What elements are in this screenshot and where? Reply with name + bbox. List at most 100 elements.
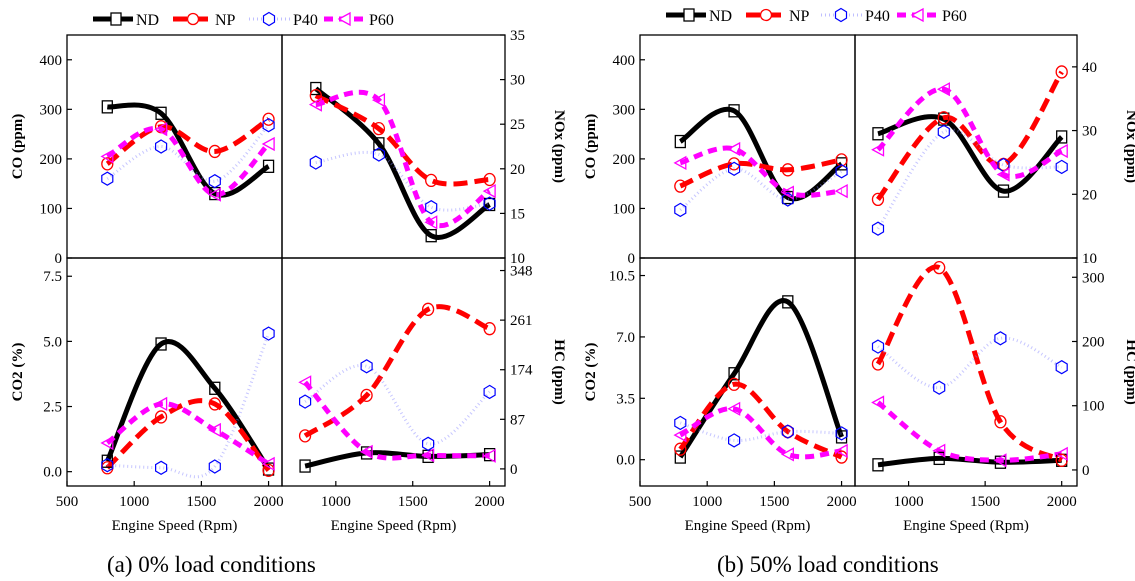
data-point-nd	[101, 100, 113, 114]
y-tick-label: 40	[1082, 60, 1097, 76]
data-point-p40	[208, 459, 221, 474]
data-point-p60	[424, 215, 438, 230]
data-point-p60	[673, 155, 687, 170]
caption-a: (a) 0% load conditions	[107, 552, 316, 577]
series-line-p60	[876, 86, 1063, 180]
x-tick-label: 1500	[970, 494, 1000, 510]
series-line-p60	[679, 406, 842, 460]
panel-co-ppm-a: 0 100 200 300 400 CO (ppm)	[10, 34, 283, 267]
data-point-np	[421, 302, 435, 316]
y-tick-label: 400	[613, 53, 636, 69]
y-tick-label: 25	[510, 117, 525, 133]
legend-marker-nd	[110, 12, 122, 26]
panel-hc-ppm-b: 0 100 200 300 1000 1500 2000 HC (ppm) Engine Spe…	[854, 257, 1135, 534]
data-point-p40	[483, 196, 496, 211]
data-point-np	[372, 122, 386, 136]
data-point-p40	[933, 380, 946, 395]
panel-nox-ppm-b: 10 20 30 40 NOx (ppm)	[854, 34, 1135, 267]
y-axis-label: CO (ppm)	[10, 114, 26, 179]
panel-hc-ppm-a: 0 87 174 261 348 1000 1500 2000 HC (ppm) Engine S…	[281, 257, 567, 534]
x-tick-label: 1500	[186, 494, 216, 510]
data-point-p60	[780, 185, 794, 200]
legend-item-np: NP	[173, 12, 236, 29]
data-point-p40	[871, 221, 885, 236]
y-tick-label: 0	[510, 462, 518, 478]
data-point-np	[483, 172, 496, 187]
legend-right: ND NP P40 P60	[666, 7, 967, 25]
data-point-np	[298, 429, 312, 443]
data-point-p60	[1054, 143, 1068, 159]
y-tick-label: 200	[1082, 334, 1105, 350]
y-tick-label: 400	[40, 53, 63, 69]
panel-frame	[281, 257, 506, 487]
y-tick-label: 20	[1082, 187, 1097, 203]
data-point-p40	[781, 424, 794, 439]
series-line-p40	[876, 128, 1062, 230]
data-point-nd	[728, 104, 740, 118]
data-point-np	[208, 397, 221, 411]
y-axis-label: HC (ppm)	[1123, 339, 1135, 404]
series-line-nd	[314, 86, 492, 240]
data-point-p40	[262, 326, 275, 341]
data-point-nd	[933, 451, 945, 466]
y-tick-label: 20	[510, 162, 525, 178]
y-axis-label: NOx (ppm)	[1123, 110, 1135, 183]
data-point-np	[360, 388, 373, 403]
y-tick-label: 0	[1082, 463, 1090, 479]
data-point-p60	[207, 422, 221, 438]
data-point-np	[835, 153, 848, 167]
y-tick-label: 300	[40, 102, 63, 118]
data-point-p40	[937, 124, 950, 139]
series-line-p60	[679, 145, 842, 198]
data-point-np	[674, 179, 687, 193]
data-point-nd	[155, 337, 167, 351]
data-point-p40	[674, 415, 687, 431]
data-point-nd	[310, 81, 322, 96]
data-point-p60	[936, 82, 950, 97]
data-point-nd	[209, 381, 221, 395]
x-tick-label: 2000	[1047, 494, 1077, 510]
data-point-p60	[421, 448, 435, 463]
y-tick-label: 348	[510, 264, 533, 280]
data-point-np	[674, 442, 687, 456]
data-point-p60	[932, 443, 946, 458]
data-point-np	[937, 111, 950, 125]
series-line-p60	[105, 125, 271, 198]
series-line-np	[679, 157, 843, 189]
x-tick-label: 1000	[119, 494, 149, 510]
legend-item-nd: ND	[93, 12, 159, 29]
data-point-p40	[835, 164, 848, 179]
data-point-nd	[728, 367, 740, 381]
series-line-np	[105, 398, 271, 472]
y-tick-label: 200	[613, 152, 636, 168]
data-point-p60	[100, 435, 114, 451]
series-line-nd	[304, 450, 490, 469]
legend-item-np-right: NP	[746, 8, 810, 25]
data-point-p60	[727, 141, 741, 157]
legend-left: ND NP P40 P60	[93, 11, 394, 29]
y-tick-label: 300	[613, 102, 636, 118]
data-point-p40	[422, 436, 435, 451]
x-tick-label: 2000	[827, 494, 857, 510]
x-tick-label: 500	[629, 494, 652, 510]
data-point-nd	[373, 137, 385, 151]
data-point-np	[727, 157, 741, 171]
data-point-nd	[299, 459, 311, 473]
legend-item-p60: P60	[324, 11, 394, 29]
data-point-p60	[871, 395, 885, 410]
series-line-np	[875, 264, 1064, 463]
data-point-np	[154, 410, 168, 424]
data-point-p40	[360, 359, 373, 374]
data-point-p60	[154, 122, 168, 137]
y-tick-label: 15	[510, 206, 525, 222]
panel-frame	[66, 34, 283, 259]
caption-b: (b) 50% load conditions	[717, 552, 939, 577]
y-tick-label: 0	[628, 251, 636, 267]
data-point-p60	[100, 149, 114, 164]
x-axis-label: Engine Speed (Rpm)	[331, 518, 457, 534]
y-tick-label: 0	[55, 251, 63, 267]
y-tick-label: 100	[613, 201, 636, 217]
data-point-nd	[674, 134, 686, 149]
y-tick-label: 2.5	[43, 400, 62, 416]
series-line-p60	[315, 89, 492, 228]
